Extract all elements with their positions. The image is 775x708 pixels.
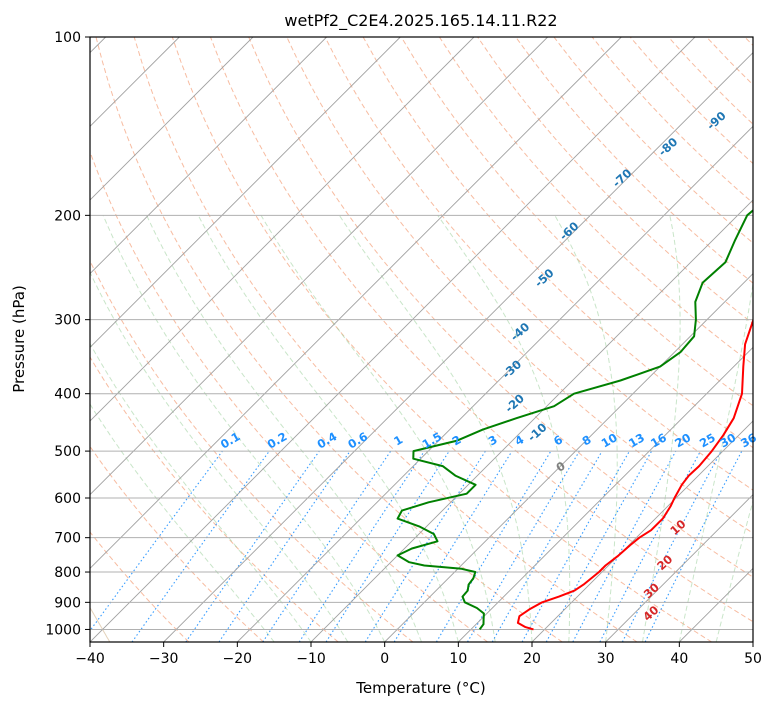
isotherm — [90, 37, 254, 201]
dry-adiabat — [248, 37, 753, 578]
dry-adiabat — [324, 37, 753, 491]
isotherm — [90, 37, 401, 348]
moist-adiabat — [90, 342, 312, 642]
dry-adiabat — [438, 37, 753, 366]
mixing-ratio-label: 36 — [738, 430, 759, 450]
y-tick-label: 1000 — [45, 622, 81, 638]
y-tick-label: 100 — [54, 30, 81, 46]
y-tick-label: 800 — [54, 565, 81, 581]
mixing-ratio-line — [262, 450, 392, 642]
plot-frame — [89, 36, 754, 643]
mixing-ratio-line — [218, 450, 351, 642]
isotherm — [384, 273, 753, 642]
y-tick-label: 500 — [54, 444, 81, 460]
isotherm — [531, 420, 753, 642]
mixing-ratio-line — [521, 450, 630, 642]
isotherm — [90, 37, 622, 569]
dry-adiabat — [400, 37, 753, 407]
moist-adiabat — [90, 403, 275, 642]
dry-adiabat — [90, 150, 488, 642]
mixing-ratio-label: 13 — [626, 430, 647, 450]
isotherm — [90, 37, 696, 642]
moist-adiabat — [554, 215, 618, 642]
y-tick-label: 300 — [54, 313, 81, 329]
y-axis-label: Pressure (hPa) — [10, 285, 28, 393]
isotherm — [605, 494, 753, 642]
isotherm — [237, 125, 753, 642]
y-tick-label: 600 — [54, 491, 81, 507]
dry-adiabat — [90, 445, 264, 642]
dry-adiabat — [95, 37, 563, 642]
x-tick-label: −30 — [149, 651, 179, 667]
mixing-ratio-line — [644, 450, 743, 642]
x-tick-label: 20 — [523, 651, 541, 667]
background-lines — [90, 37, 753, 642]
dry-adiabat — [90, 531, 190, 642]
y-tick-label: 900 — [54, 595, 81, 611]
x-tick-label: −20 — [223, 651, 253, 667]
axis-ticks: −40 −30 −20 −10 0 10 20 30 40 50 100 200 300 400 500 60… — [45, 30, 762, 667]
isotherm — [90, 37, 548, 496]
x-tick-label: 50 — [744, 651, 762, 667]
moist-adiabat — [338, 215, 533, 642]
mixing-ratio-line — [90, 450, 223, 632]
x-axis-label: Temperature (°C) — [355, 679, 485, 697]
mixing-ratio-label: 16 — [648, 430, 669, 450]
mixing-ratio-label: 10 — [599, 430, 620, 450]
mixing-ratio-line — [572, 450, 677, 642]
moist-adiabat — [260, 215, 496, 642]
isotherm — [310, 199, 753, 642]
isotherm — [90, 37, 327, 275]
x-tick-label: 40 — [670, 651, 688, 667]
y-tick-label: 200 — [54, 208, 81, 224]
mixing-ratio-line — [545, 450, 653, 642]
moist-adiabat — [102, 215, 386, 642]
mixing-ratio-label: 25 — [697, 430, 718, 450]
isotherm — [90, 37, 475, 422]
moist-adiabat — [715, 499, 753, 642]
y-tick-label: 700 — [54, 531, 81, 547]
dry-adiabat — [515, 37, 753, 284]
isotherm — [163, 52, 753, 642]
isotherm — [458, 346, 753, 642]
moist-adiabat — [197, 215, 459, 642]
y-tick-label: 400 — [54, 387, 81, 403]
mixing-ratio-line — [131, 450, 270, 642]
x-tick-label: 0 — [380, 651, 389, 667]
plot-background — [90, 37, 753, 642]
mixing-ratio-line — [325, 450, 450, 642]
chart-title: wetPf2_C2E4.2025.165.14.11.R22 — [284, 11, 557, 31]
mixing-ratio-line — [393, 450, 513, 642]
dry-adiabat — [90, 356, 339, 642]
sounding-profiles — [396, 209, 753, 631]
x-tick-label: −10 — [296, 651, 326, 667]
moist-adiabat — [678, 280, 753, 642]
mixing-ratio-label: 20 — [672, 430, 693, 450]
dry-adiabat — [210, 37, 753, 623]
mixing-ratio-line — [185, 450, 320, 642]
moist-adiabat — [146, 215, 422, 642]
dry-adiabat — [171, 37, 712, 642]
x-tick-label: 10 — [449, 651, 467, 667]
dry-adiabat — [133, 37, 638, 642]
dewpoint-profile — [396, 209, 753, 630]
temperature-profile — [516, 318, 753, 631]
mixing-ratio-line — [298, 450, 425, 642]
mixing-ratio-label: 30 — [717, 430, 738, 450]
grid — [90, 37, 753, 642]
isotherm — [752, 641, 753, 642]
x-tick-label: −40 — [75, 651, 105, 667]
x-tick-label: 30 — [597, 651, 615, 667]
